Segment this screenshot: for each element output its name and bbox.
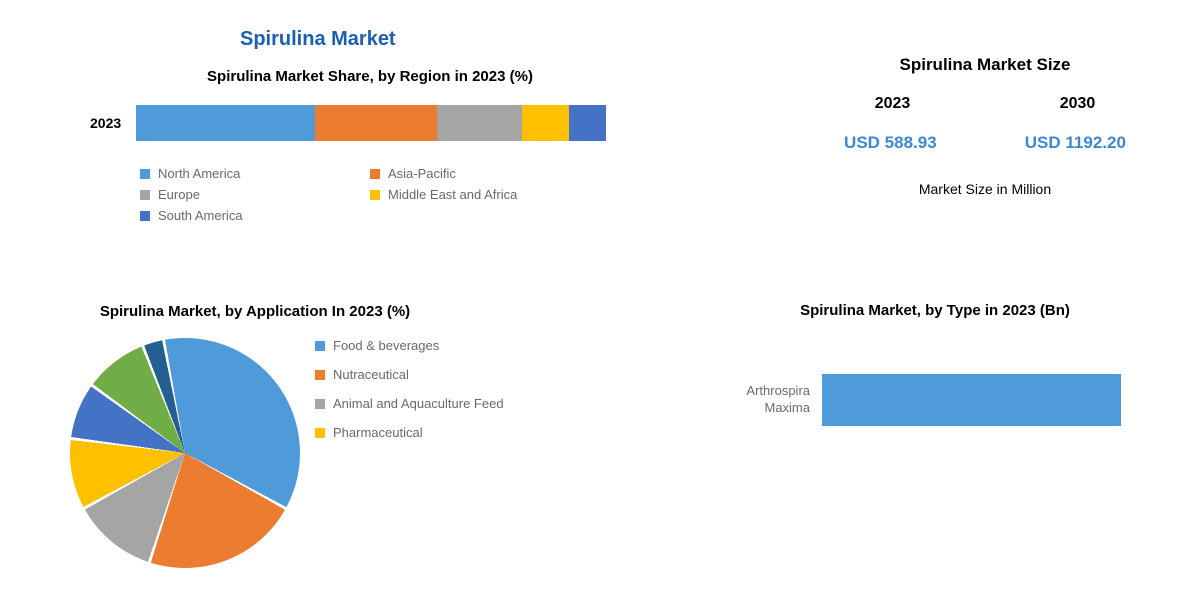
region-chart-section: Spirulina Market Share, by Region in 202… bbox=[90, 68, 650, 229]
market-size-value-1: USD 1192.20 bbox=[1025, 133, 1126, 153]
application-legend-item-3: Pharmaceutical bbox=[315, 425, 575, 440]
region-legend-item-2: Europe bbox=[140, 187, 370, 202]
region-legend-swatch-4 bbox=[140, 211, 150, 221]
application-legend-item-0: Food & beverages bbox=[315, 338, 575, 353]
application-legend-label-1: Nutraceutical bbox=[333, 367, 409, 382]
market-size-section: Spirulina Market Size 2023 2030 USD 588.… bbox=[800, 55, 1170, 197]
region-legend-swatch-1 bbox=[370, 169, 380, 179]
application-legend-label-2: Animal and Aquaculture Feed bbox=[333, 396, 504, 411]
region-seg-2 bbox=[437, 105, 522, 141]
region-legend-swatch-2 bbox=[140, 190, 150, 200]
region-legend-swatch-0 bbox=[140, 169, 150, 179]
application-legend-swatch-2 bbox=[315, 399, 325, 409]
region-seg-3 bbox=[522, 105, 569, 141]
type-chart-title: Spirulina Market, by Type in 2023 (Bn) bbox=[700, 302, 1170, 319]
region-legend: North America Asia-Pacific Europe Middle Ea… bbox=[90, 166, 650, 229]
market-size-title: Spirulina Market Size bbox=[800, 55, 1170, 75]
region-legend-label-2: Europe bbox=[158, 187, 200, 202]
market-size-value-0: USD 588.93 bbox=[844, 133, 937, 153]
application-legend-swatch-3 bbox=[315, 428, 325, 438]
region-legend-label-0: North America bbox=[158, 166, 240, 181]
region-stacked-bar: 2023 bbox=[90, 105, 650, 141]
region-year-label: 2023 bbox=[90, 115, 121, 131]
region-legend-item-0: North America bbox=[140, 166, 370, 181]
application-pie bbox=[70, 338, 300, 568]
application-pie-wrap bbox=[70, 338, 300, 568]
region-seg-1 bbox=[315, 105, 437, 141]
region-seg-4 bbox=[569, 105, 607, 141]
type-label-0: Arthrospira Maxima bbox=[700, 383, 810, 417]
region-legend-label-1: Asia-Pacific bbox=[388, 166, 456, 181]
region-legend-item-1: Asia-Pacific bbox=[370, 166, 600, 181]
stacked-bar-track bbox=[136, 105, 606, 141]
region-legend-item-3: Middle East and Africa bbox=[370, 187, 600, 202]
application-legend-swatch-1 bbox=[315, 370, 325, 380]
application-legend-label-0: Food & beverages bbox=[333, 338, 439, 353]
market-size-years: 2023 2030 bbox=[800, 95, 1170, 113]
market-size-values: USD 588.93 USD 1192.20 bbox=[800, 133, 1170, 153]
region-legend-swatch-3 bbox=[370, 190, 380, 200]
type-bar-track-0 bbox=[822, 374, 1162, 426]
application-legend: Food & beverages Nutraceutical Animal and … bbox=[315, 338, 575, 454]
application-legend-label-3: Pharmaceutical bbox=[333, 425, 423, 440]
application-chart-section: Spirulina Market, by Application In 2023… bbox=[70, 302, 660, 568]
application-chart-title: Spirulina Market, by Application In 2023… bbox=[70, 302, 440, 322]
region-seg-0 bbox=[136, 105, 315, 141]
market-size-note: Market Size in Million bbox=[800, 181, 1170, 197]
region-chart-title: Spirulina Market Share, by Region in 202… bbox=[90, 68, 650, 85]
type-bar-rows: Arthrospira Maxima bbox=[700, 374, 1170, 426]
region-legend-label-3: Middle East and Africa bbox=[388, 187, 517, 202]
main-title: Spirulina Market bbox=[240, 28, 396, 51]
application-legend-item-2: Animal and Aquaculture Feed bbox=[315, 396, 575, 411]
application-legend-item-1: Nutraceutical bbox=[315, 367, 575, 382]
market-size-year-1: 2030 bbox=[1060, 95, 1096, 113]
application-legend-swatch-0 bbox=[315, 341, 325, 351]
type-row-0: Arthrospira Maxima bbox=[700, 374, 1170, 426]
type-chart-section: Spirulina Market, by Type in 2023 (Bn) A… bbox=[700, 302, 1170, 426]
type-bar-0 bbox=[822, 374, 1121, 426]
market-size-year-0: 2023 bbox=[875, 95, 911, 113]
region-legend-label-4: South America bbox=[158, 208, 243, 223]
region-legend-item-4: South America bbox=[140, 208, 370, 223]
